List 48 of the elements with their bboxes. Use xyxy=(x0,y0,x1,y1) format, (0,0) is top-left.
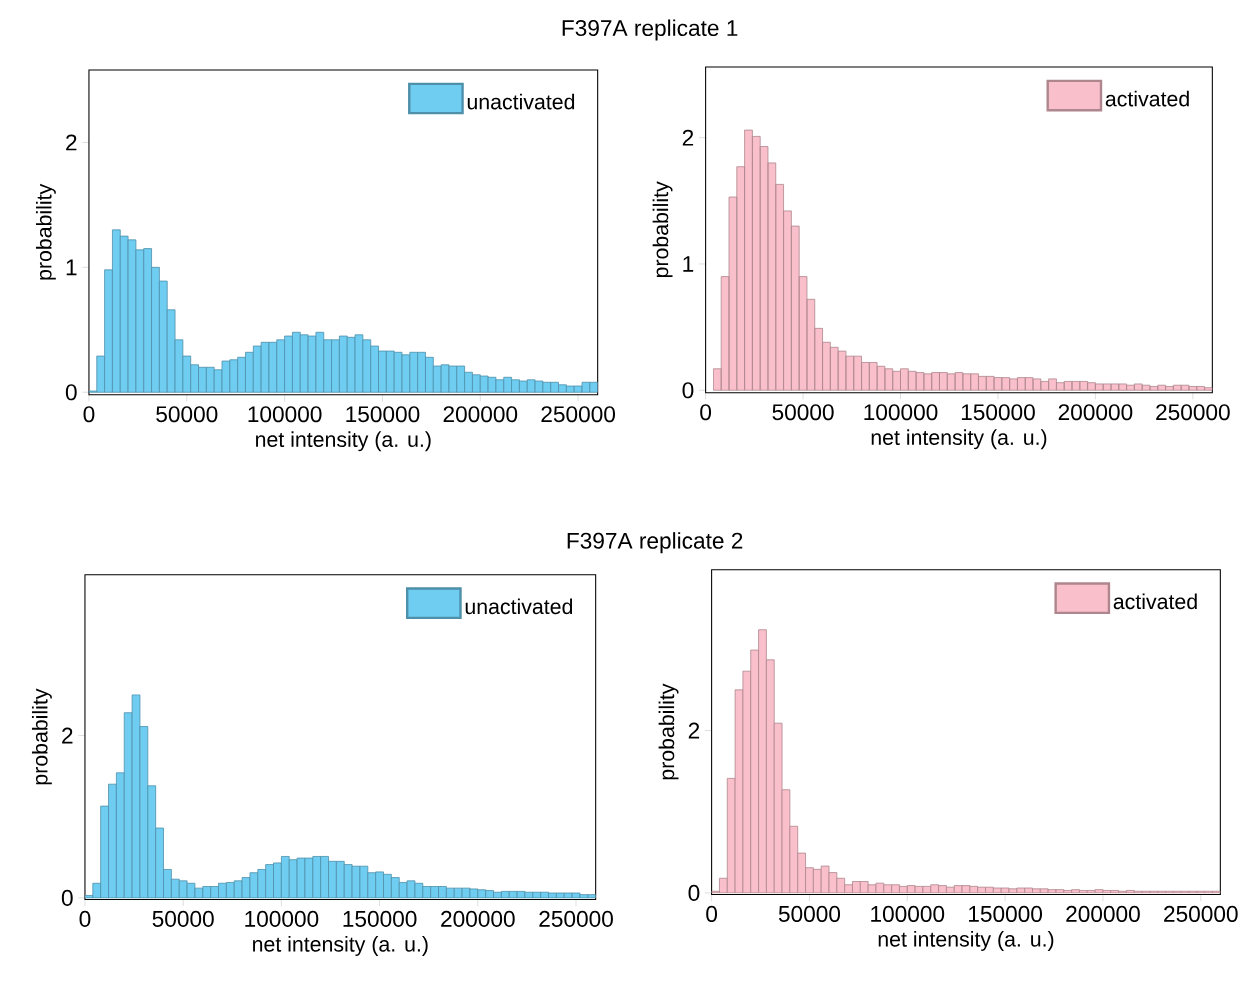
y-tick-label: 0 xyxy=(682,382,694,399)
y-tick-label: 2 xyxy=(688,722,700,739)
y-tick-label: 2 xyxy=(682,129,694,146)
x-axis-title: net intensity (a. u.) xyxy=(256,431,431,451)
y-axis-title: probability xyxy=(35,183,56,280)
x-axis-title: net intensity (a. u.) xyxy=(878,930,1054,951)
x-tick-label: 250000 xyxy=(541,405,616,422)
x-axis-title: net intensity (a. u.) xyxy=(871,429,1047,449)
x-tick-label: 250000 xyxy=(1156,403,1230,420)
x-tick-label: 50000 xyxy=(152,910,214,927)
x-tick-label: 0 xyxy=(83,405,95,422)
x-tick-label: 250000 xyxy=(1164,905,1238,922)
x-tick-label: 0 xyxy=(79,910,91,927)
x-tick-label: 150000 xyxy=(346,405,420,422)
legend-label: activated xyxy=(1105,90,1189,107)
y-tick-label: 0 xyxy=(688,884,700,901)
x-tick-label: 200000 xyxy=(443,405,518,422)
x-tick-label: 150000 xyxy=(969,905,1043,922)
x-tick-label: 100000 xyxy=(245,910,319,927)
legend-label: unactivated xyxy=(467,93,575,110)
y-tick-label: 2 xyxy=(62,727,73,744)
x-tick-label: 200000 xyxy=(1066,905,1140,922)
text: F397A replicate 1 xyxy=(562,19,738,41)
text: F397A replicate 2 xyxy=(567,531,743,554)
x-tick-label: 200000 xyxy=(441,910,515,927)
x-tick-label: 0 xyxy=(700,403,712,420)
y-axis-title: probability xyxy=(31,688,52,785)
legend-label: unactivated xyxy=(465,598,573,614)
x-tick-label: 50000 xyxy=(772,403,834,420)
legend-label: activated xyxy=(1113,593,1197,609)
y-axis-title: probability xyxy=(652,181,673,277)
x-tick-label: 250000 xyxy=(539,910,613,927)
x-tick-label: 100000 xyxy=(871,905,945,922)
x-tick-label: 50000 xyxy=(778,905,841,922)
y-tick-label: 0 xyxy=(61,889,73,906)
y-tick-label: 2 xyxy=(66,134,77,151)
x-tick-label: 150000 xyxy=(961,403,1035,420)
y-tick-label: 1 xyxy=(683,255,694,272)
x-tick-label: 100000 xyxy=(248,405,322,422)
x-tick-label: 0 xyxy=(706,905,718,922)
y-tick-label: 1 xyxy=(66,259,77,275)
x-tick-label: 200000 xyxy=(1058,403,1133,420)
y-axis-title: probability xyxy=(658,683,679,780)
x-tick-label: 150000 xyxy=(343,910,417,927)
x-axis-title: net intensity (a. u.) xyxy=(253,935,428,956)
x-tick-label: 50000 xyxy=(156,405,218,422)
y-tick-label: 0 xyxy=(65,384,77,401)
x-tick-label: 100000 xyxy=(864,403,938,420)
